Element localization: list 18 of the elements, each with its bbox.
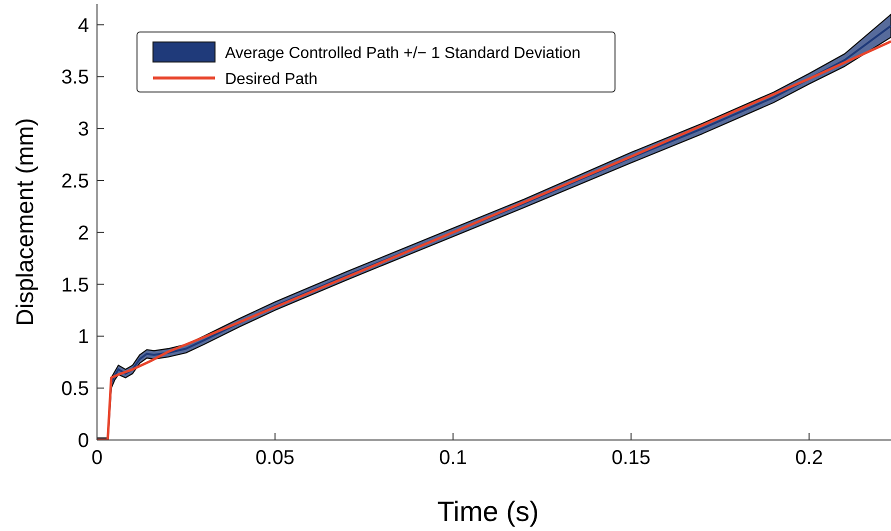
y-tick-label: 1.5 [61,274,89,296]
y-tick-label: 3.5 [61,66,89,89]
y-tick-label: 1 [78,326,89,348]
y-tick-label: 3 [78,118,89,141]
x-tick-label: 0 [91,447,103,469]
x-tick-label: 0.15 [612,447,651,469]
x-tick-label: 0.05 [256,447,294,469]
x-tick-label: 0.2 [795,447,824,469]
y-tick-label: 2.5 [61,170,89,192]
y-tick-label: 0 [78,430,89,452]
x-axis-title: Time (s) [437,496,539,527]
legend-label: Desired Path [225,71,318,88]
y-tick-label: 4 [78,14,89,37]
x-tick-label: 0.1 [439,447,467,469]
legend-label: Average Controlled Path +/− 1 Standard Deviation [225,45,580,62]
y-axis-title: Displacement (mm) [12,118,39,326]
y-tick-label: 0.5 [61,378,89,400]
y-tick-label: 2 [78,222,89,244]
